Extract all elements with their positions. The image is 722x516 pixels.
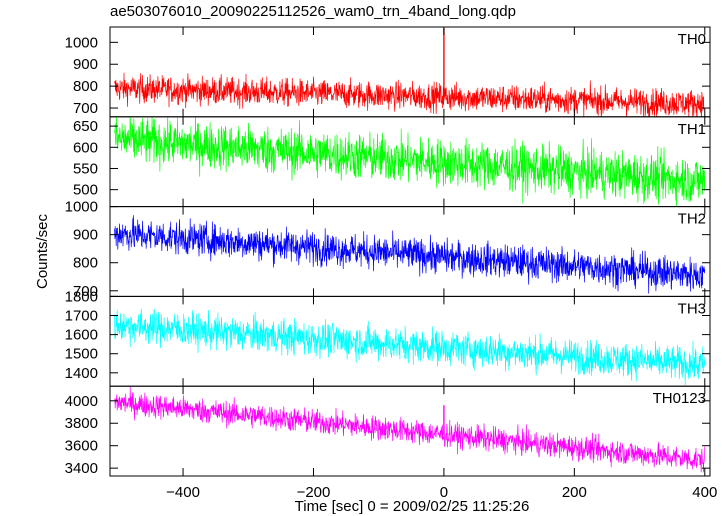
x-tick-label: 200 — [562, 484, 587, 501]
x-tick-label: −400 — [166, 484, 200, 501]
chart-title: ae503076010_20090225112526_wam0_trn_4ban… — [110, 3, 516, 20]
series-line-th0 — [114, 72, 706, 117]
x-tick-label: 400 — [692, 484, 717, 501]
y-axis-label: Counts/sec — [34, 213, 51, 289]
y-tick-label: 1000 — [65, 34, 98, 51]
panel-th3: 1400 1500 1600 1700 1800 TH3 — [65, 288, 711, 387]
panel-th0123: 3400 3600 3800 4000 TH0123 — [65, 385, 711, 477]
y-tick-label: 1600 — [65, 327, 98, 344]
y-tick-label: 3400 — [65, 460, 98, 477]
x-axis-label: Time [sec] 0 = 2009/02/25 11:25:26 — [295, 498, 530, 515]
y-tick-label: 550 — [73, 160, 98, 177]
panel-th1: 500 550 600 650 TH1 — [73, 116, 711, 208]
y-tick-label: 800 — [73, 255, 98, 272]
y-tick-label: 700 — [73, 100, 98, 117]
panel-frame — [109, 385, 711, 477]
y-tick-label: 3800 — [65, 415, 98, 432]
y-tick-label: 1700 — [65, 308, 98, 325]
y-tick-label: 700 — [73, 283, 98, 300]
y-tick-label: 600 — [73, 139, 98, 156]
y-tick-label: 900 — [73, 56, 98, 73]
panel-label-th3: TH3 — [678, 300, 706, 317]
y-tick-label: 1800 — [65, 288, 98, 305]
panel-label-th0: TH0 — [678, 31, 706, 48]
y-tick-label: 1500 — [65, 346, 98, 363]
panel-label-th0123: TH0123 — [653, 390, 706, 407]
y-tick-label: 500 — [73, 182, 98, 199]
panel-th0: 700 800 900 1000 TH0 — [65, 26, 711, 118]
panel-label-th2: TH2 — [678, 211, 706, 228]
y-tick-label: 4000 — [65, 393, 98, 410]
series-line-th2 — [114, 215, 706, 294]
series-line-th0123 — [114, 386, 706, 473]
x-tick-label: −200 — [297, 484, 331, 501]
y-tick-label: 650 — [73, 118, 98, 135]
y-tick-label: 800 — [73, 78, 98, 95]
panel-label-th1: TH1 — [678, 121, 706, 138]
panel-th2: 700 800 900 1000 TH2 — [65, 199, 711, 300]
y-tick-label: 1400 — [65, 365, 98, 382]
y-tick-label: 3600 — [65, 438, 98, 455]
y-tick-label: 900 — [73, 227, 98, 244]
series-line-th3 — [114, 308, 706, 386]
y-tick-label: 1000 — [65, 199, 98, 216]
series-line-th1 — [114, 116, 706, 207]
x-tick-label: 0 — [440, 484, 448, 501]
